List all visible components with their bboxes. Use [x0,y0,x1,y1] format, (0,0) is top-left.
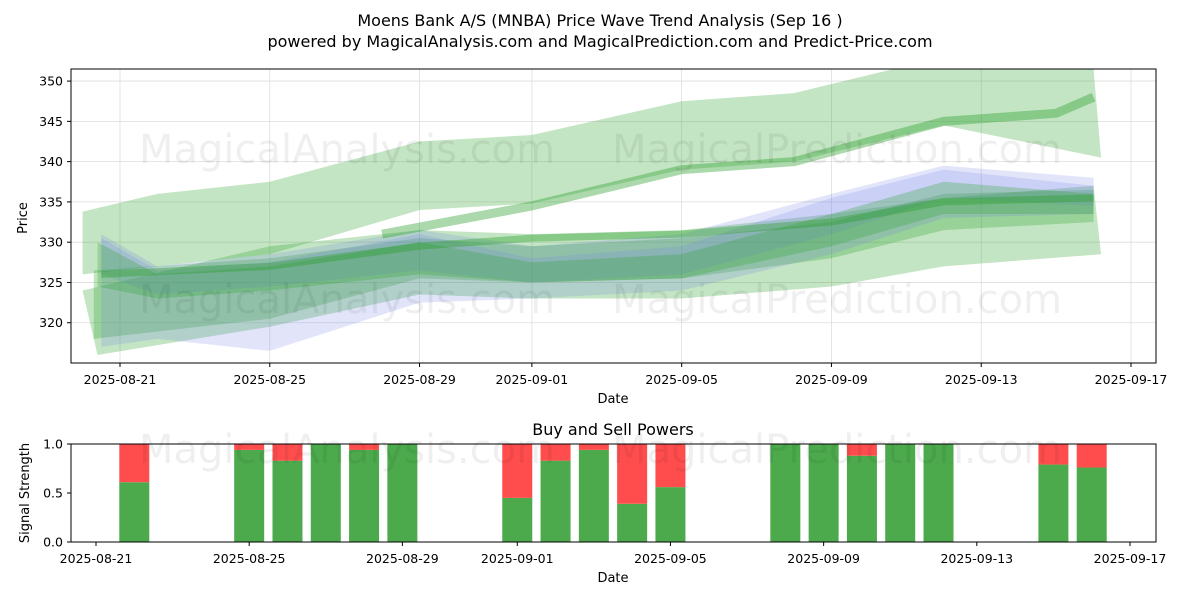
buy-bar [655,487,686,542]
power-y-tick-label: 1.0 [43,437,63,452]
buy-bar [234,449,265,542]
buy-sell-power-plot: 0.0 0.5 1.0 2025-08-21 2025-08-25 2025-08-29 2… [43,437,1166,567]
watermark-text: MagicalPrediction.com [612,427,1062,473]
trend-line-0 [101,194,1094,278]
watermark-text: MagicalAnalysis.com [139,427,555,473]
price-x-tick-label: 2025-09-17 [1095,372,1168,387]
price-x-tick-label: 2025-09-13 [945,372,1018,387]
power-x-tick-label: 2025-09-05 [634,551,707,566]
sell-bar [1076,444,1107,468]
wave-band-2 [93,189,1094,339]
power-x-tick-label: 2025-09-13 [940,551,1013,566]
price-x-tick-label: 2025-08-29 [383,372,456,387]
sell-bar [655,444,686,488]
sell-bar [540,444,571,461]
wave-band-3 [101,165,1094,351]
buy-bar [1038,464,1069,542]
price-x-axis-label: Date [597,392,628,407]
buy-bar [349,449,380,542]
sell-bar [617,444,648,504]
chart-title: Moens Bank A/S (MNBA) Price Wave Trend A… [357,11,842,30]
buy-bar [923,444,954,542]
buy-bar [502,497,533,542]
price-x-tick-label: 2025-08-25 [233,372,306,387]
price-wave-plot: 320 325 330 335 340 345 350 2025-08-21 2025-08-2… [39,68,1168,387]
watermark-text: MagicalPrediction.com [612,127,1062,173]
power-y-tick-label: 0.0 [43,535,63,550]
price-grid [71,69,1156,363]
buy-bar [310,444,341,542]
power-x-tick-label: 2025-09-01 [481,551,554,566]
sell-bar [234,444,265,450]
sell-bar [272,444,303,461]
price-y-tick-label: 330 [39,235,63,250]
power-chart-title: Buy and Sell Powers [532,420,694,439]
power-x-tick-label: 2025-08-21 [60,551,133,566]
power-y-tick-label: 0.5 [43,486,63,501]
watermark-text: MagicalAnalysis.com [139,127,555,173]
price-plot-frame [70,68,1157,364]
sell-bar [119,444,150,483]
price-y-tick-label: 320 [39,315,63,330]
sell-bar [846,444,877,456]
sell-bar [349,444,380,450]
price-series-layer [82,69,1102,355]
sell-bar [578,444,609,450]
price-x-tick-label: 2025-09-01 [496,372,569,387]
price-y-tick-label: 345 [39,114,63,129]
watermark-text: MagicalPrediction.com [612,277,1062,323]
buy-bar [540,460,571,542]
power-x-tick-label: 2025-09-09 [787,551,860,566]
power-x-axis-label: Date [597,571,628,586]
buy-bar [885,444,916,542]
price-y-axis-label: Price [16,202,31,234]
price-x-tick-label: 2025-08-21 [84,372,157,387]
buy-bar [119,482,150,542]
buy-bar [808,444,839,542]
price-y-tick-label: 350 [39,74,63,89]
wave-band-5 [97,181,1094,299]
price-y-tick-label: 325 [39,275,63,290]
trend-line-1 [381,93,1096,239]
price-x-tick-label: 2025-09-05 [645,372,718,387]
buy-bar [387,444,418,542]
price-y-tick-label: 335 [39,194,63,209]
chart-subtitle: powered by MagicalAnalysis.com and Magic… [267,32,932,51]
buy-bar [578,449,609,542]
sell-bar [502,444,533,498]
buy-bar [617,503,648,542]
buy-bar [272,460,303,542]
power-x-tick-label: 2025-08-29 [366,551,439,566]
power-x-tick-label: 2025-09-17 [1094,551,1167,566]
sell-bar [1038,444,1069,465]
watermark-text: MagicalAnalysis.com [139,277,555,323]
buy-bar [770,444,801,542]
power-x-tick-label: 2025-08-25 [213,551,286,566]
price-y-tick-label: 340 [39,154,63,169]
wave-band-0 [82,69,1102,275]
wave-band-1 [82,185,1102,355]
power-y-axis-label: Signal Strength [18,443,33,543]
price-x-tick-label: 2025-09-09 [795,372,868,387]
buy-bar [1076,467,1107,542]
wave-band-4 [101,169,1094,295]
buy-bar [846,455,877,542]
watermark-layer: MagicalAnalysis.com MagicalPrediction.com… [139,127,1062,473]
